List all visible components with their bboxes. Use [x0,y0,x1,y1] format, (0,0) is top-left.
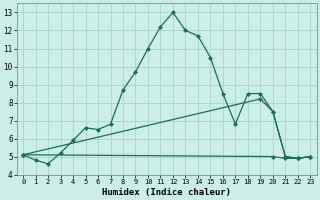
X-axis label: Humidex (Indice chaleur): Humidex (Indice chaleur) [102,188,231,197]
